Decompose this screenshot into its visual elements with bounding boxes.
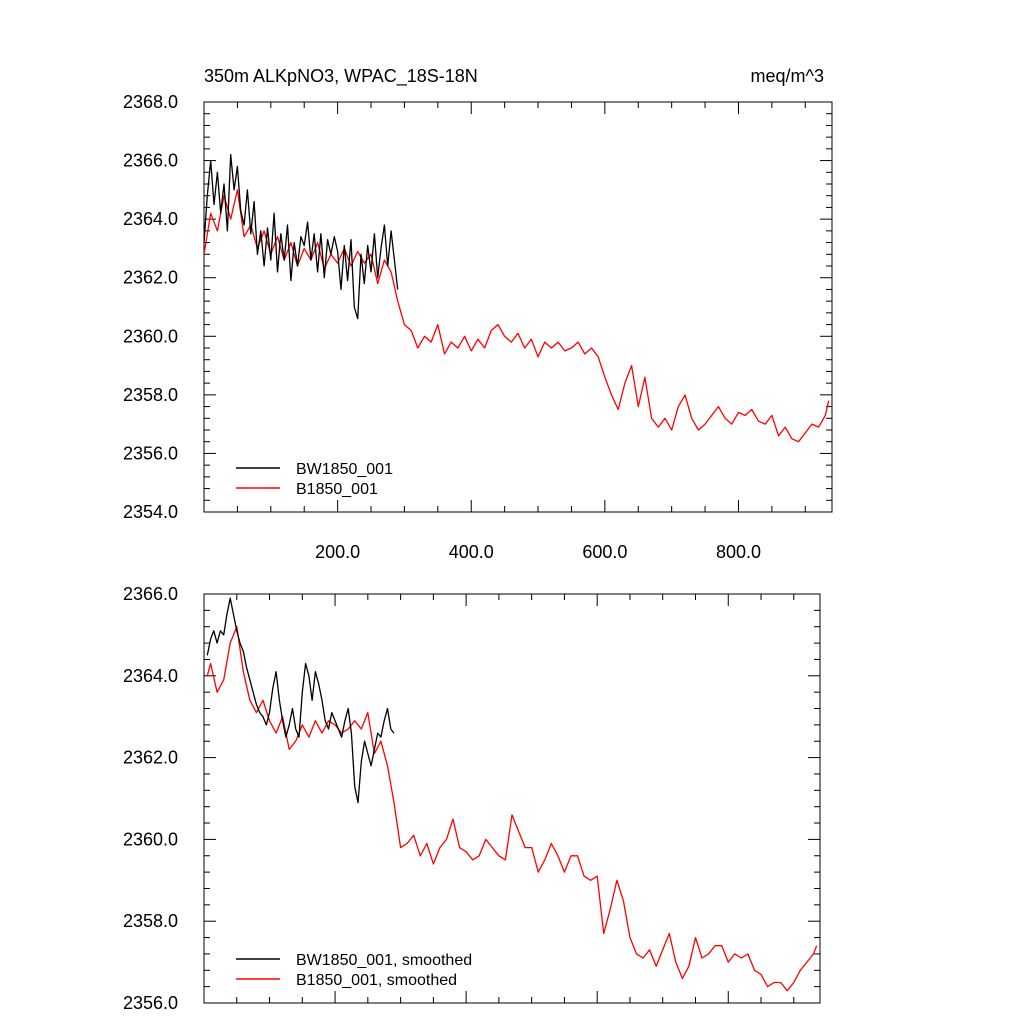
x-tick-label: 400.0 — [449, 542, 494, 562]
y-tick-label: 2366.0 — [123, 151, 178, 171]
units-label: meq/m^3 — [751, 66, 824, 86]
y-tick-label: 2362.0 — [123, 748, 178, 768]
y-tick-label: 2364.0 — [123, 209, 178, 229]
y-tick-label: 2356.0 — [123, 443, 178, 463]
y-tick-label: 2364.0 — [123, 666, 178, 686]
legend-label: BW1850_001 — [296, 461, 393, 478]
legend-label: BW1850_001, smoothed — [296, 952, 472, 969]
y-tick-label: 2360.0 — [123, 829, 178, 849]
plot-frame — [203, 101, 833, 513]
series-line-black — [206, 597, 395, 804]
top-panel: 350m ALKpNO3, WPAC_18S-18N meq/m^3 200.0 40… — [123, 66, 833, 562]
y-tick-label: 2366.0 — [123, 584, 178, 604]
legend-label: B1850_001 — [296, 481, 378, 498]
series-line-red — [204, 189, 830, 443]
y-tick-label: 2358.0 — [123, 385, 178, 405]
y-tick-label: 2362.0 — [123, 268, 178, 288]
plot-frame — [203, 593, 821, 1004]
series-line-black — [204, 154, 399, 320]
y-tick-label: 2358.0 — [123, 911, 178, 931]
x-tick-label: 200.0 — [315, 542, 360, 562]
legend-label: B1850_001, smoothed — [296, 972, 457, 989]
x-tick-label: 800.0 — [716, 542, 761, 562]
bottom-panel: 2356.0 2358.0 2360.0 2362.0 2364.0 2366.0 BW18… — [123, 584, 821, 1013]
y-tick-label: 2360.0 — [123, 326, 178, 346]
y-tick-label: 2368.0 — [123, 92, 178, 112]
x-tick-label: 600.0 — [582, 542, 627, 562]
chart-title: 350m ALKpNO3, WPAC_18S-18N — [204, 66, 478, 87]
y-tick-label: 2356.0 — [123, 993, 178, 1013]
y-tick-label: 2354.0 — [123, 502, 178, 522]
series-line-red — [206, 626, 818, 992]
